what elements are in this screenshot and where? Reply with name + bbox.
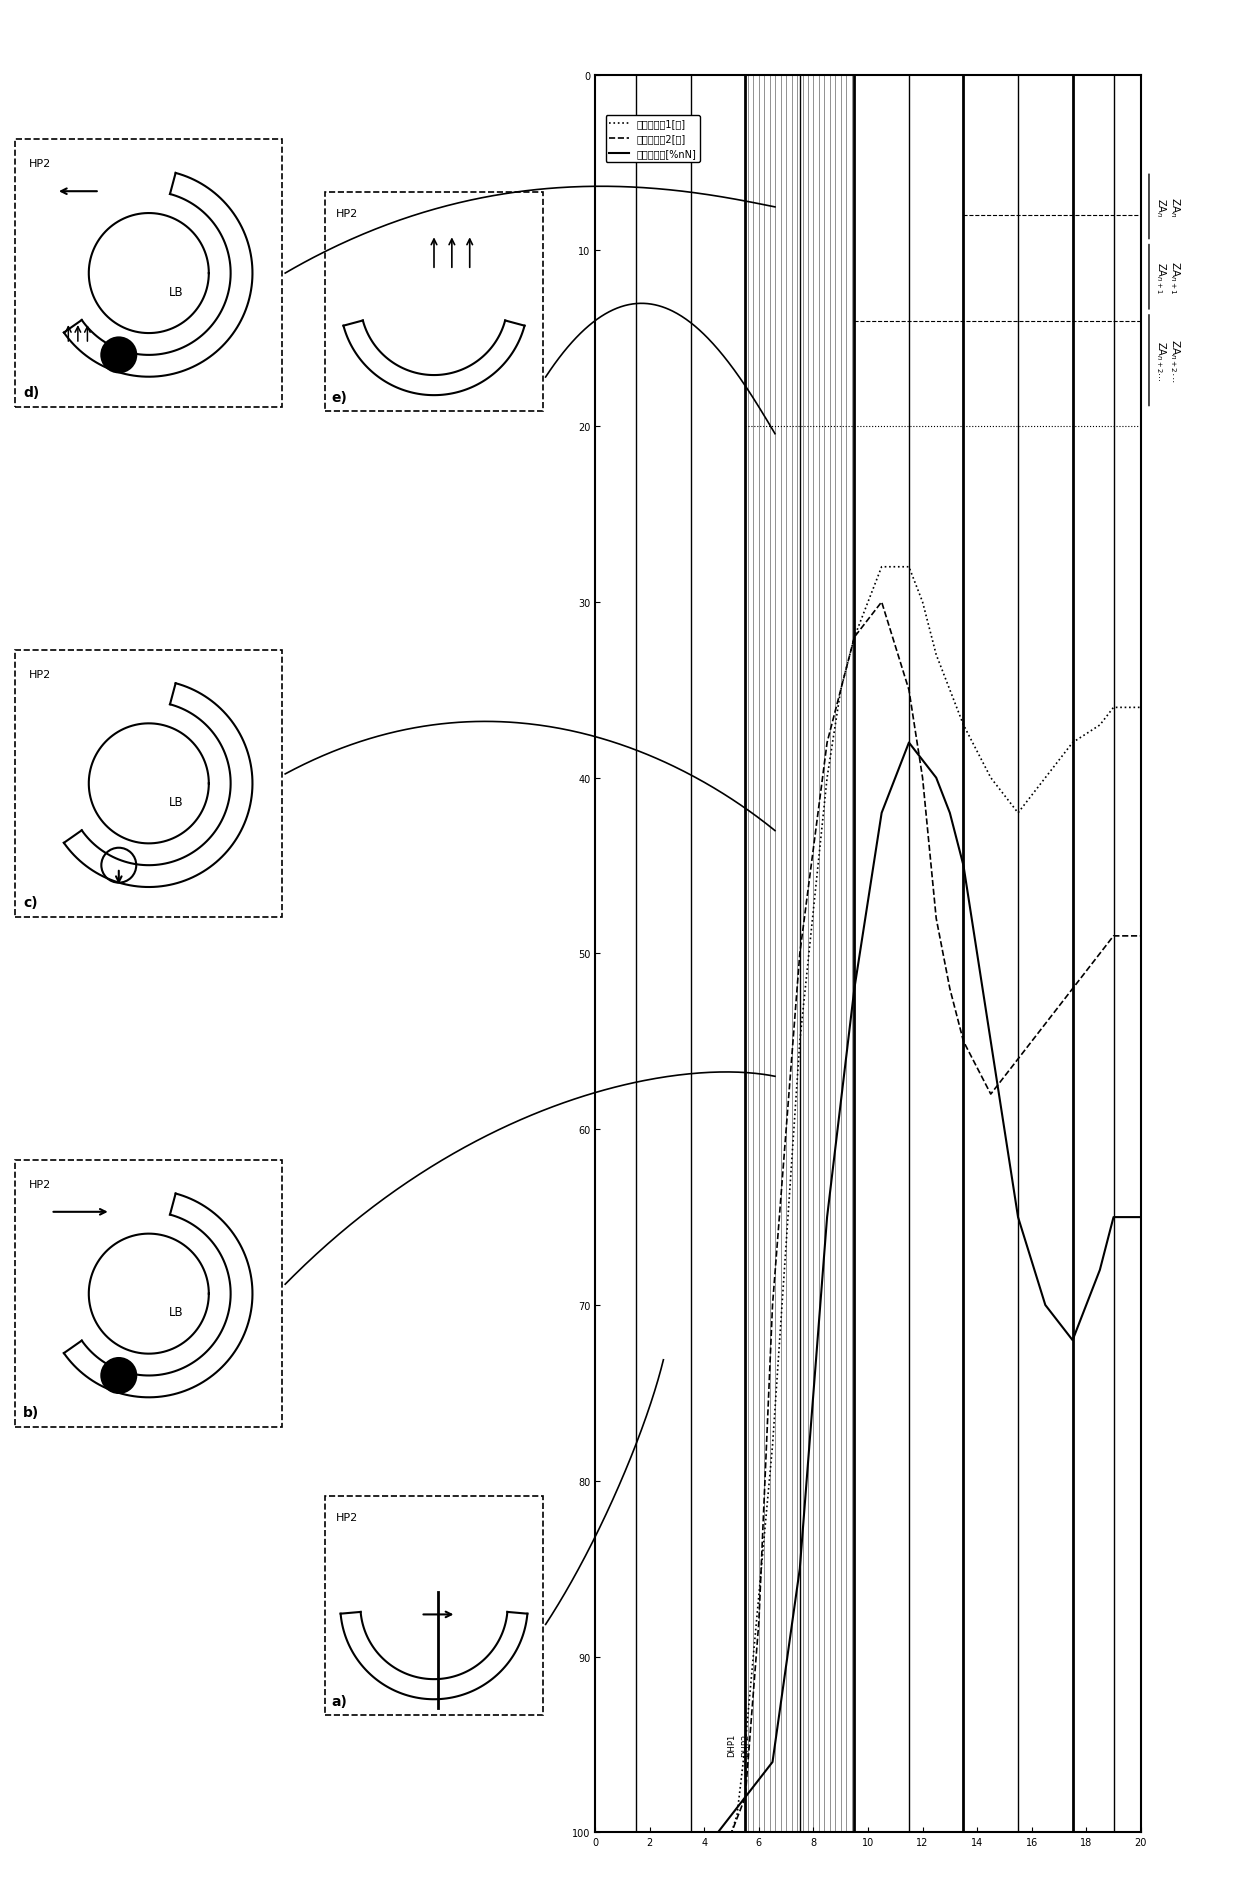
Text: HP2: HP2: [29, 1179, 51, 1190]
Text: b): b): [24, 1405, 40, 1419]
Text: HP2: HP2: [336, 1511, 358, 1523]
Text: a): a): [331, 1694, 347, 1708]
Text: HP2: HP2: [336, 208, 358, 219]
Text: DHP2: DHP2: [740, 1732, 750, 1757]
Text: HP2: HP2: [29, 159, 51, 170]
Text: LB: LB: [169, 1305, 184, 1319]
Text: LB: LB: [169, 285, 184, 298]
Text: ZA$_{n+1}$: ZA$_{n+1}$: [1168, 261, 1182, 295]
Circle shape: [102, 338, 136, 374]
Text: ZA$_n$: ZA$_n$: [1168, 196, 1182, 217]
Text: ZA$_{n+2}$...: ZA$_{n+2}$...: [1154, 340, 1168, 382]
Text: LB: LB: [169, 795, 184, 808]
Text: ZA$_{n+1}$: ZA$_{n+1}$: [1154, 263, 1168, 293]
Text: ZA$_{n+2}$...: ZA$_{n+2}$...: [1168, 338, 1182, 382]
Text: DHP1: DHP1: [727, 1732, 737, 1757]
Legend: 压力离合全1[已], 压力离合全2[已], 电动机速度[%nN]: 压力离合全1[已], 压力离合全2[已], 电动机速度[%nN]: [605, 115, 701, 162]
Text: d): d): [24, 385, 40, 399]
Circle shape: [102, 1358, 136, 1394]
Text: c): c): [24, 895, 38, 909]
Text: HP2: HP2: [29, 669, 51, 680]
Text: ZA$_n$: ZA$_n$: [1154, 198, 1168, 217]
Text: e): e): [331, 391, 347, 404]
